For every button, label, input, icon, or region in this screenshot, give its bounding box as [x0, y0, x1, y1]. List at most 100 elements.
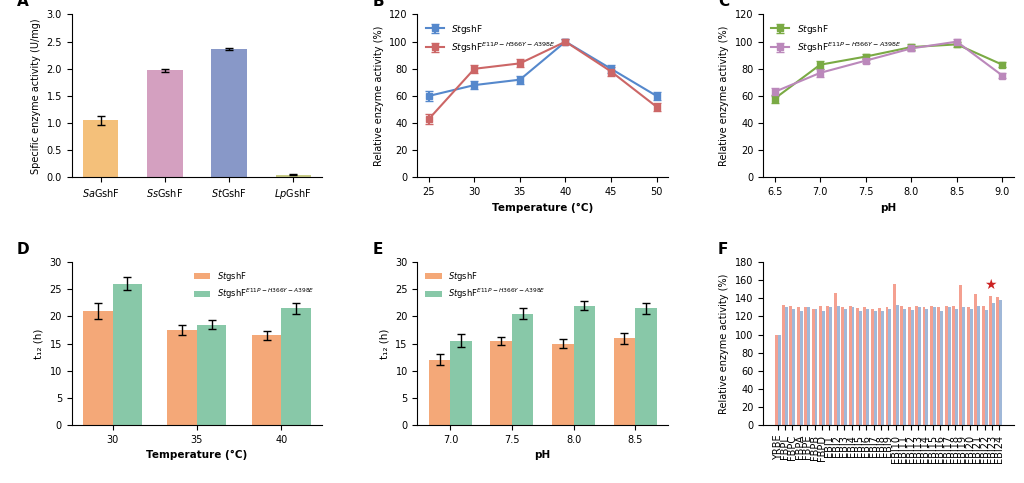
Bar: [955, 309, 958, 425]
Bar: [937, 307, 940, 425]
Text: F: F: [718, 242, 728, 257]
Bar: [977, 306, 980, 425]
Bar: [963, 307, 966, 425]
Bar: [777, 335, 780, 425]
Bar: [852, 307, 854, 425]
Bar: [429, 360, 451, 425]
Bar: [982, 307, 985, 425]
Bar: [613, 338, 635, 425]
Text: A: A: [16, 0, 29, 9]
Bar: [910, 310, 913, 425]
X-axis label: Temperature (°C): Temperature (°C): [493, 203, 593, 213]
Bar: [793, 309, 796, 425]
Bar: [923, 307, 926, 425]
Bar: [945, 307, 947, 425]
Bar: [147, 71, 182, 177]
Y-axis label: Relative enzyme activity (%): Relative enzyme activity (%): [374, 26, 384, 166]
Bar: [915, 307, 919, 425]
Y-axis label: t₁₂ (h): t₁₂ (h): [380, 328, 390, 359]
Bar: [896, 305, 899, 425]
Bar: [785, 307, 787, 425]
Text: C: C: [718, 0, 729, 9]
Bar: [797, 307, 800, 425]
Bar: [451, 341, 472, 425]
Bar: [275, 175, 311, 177]
Bar: [800, 311, 803, 425]
Bar: [907, 307, 910, 425]
Bar: [985, 310, 987, 425]
Bar: [856, 308, 859, 425]
Bar: [282, 308, 311, 425]
Bar: [252, 335, 282, 425]
Bar: [893, 284, 896, 425]
Bar: [947, 307, 950, 425]
Bar: [863, 307, 866, 425]
Bar: [635, 308, 656, 425]
Bar: [512, 314, 534, 425]
Legend: $\it{S}$$\it{t}$gshF, $\it{S}$$\it{t}$gshF$^{E11P-H366Y-A398E}$: $\it{S}$$\it{t}$gshF, $\it{S}$$\it{t}$gs…: [422, 266, 549, 304]
Bar: [804, 307, 807, 425]
Bar: [819, 307, 822, 425]
Bar: [989, 296, 992, 425]
Y-axis label: Relative enzyme activity (%): Relative enzyme activity (%): [720, 26, 729, 166]
Text: ★: ★: [984, 278, 996, 292]
Bar: [826, 307, 829, 425]
Bar: [573, 306, 595, 425]
Bar: [829, 307, 833, 425]
Y-axis label: Specific enzyme activity (U/mg): Specific enzyme activity (U/mg): [31, 18, 41, 174]
Bar: [774, 335, 777, 425]
Bar: [940, 311, 943, 425]
Bar: [952, 307, 955, 425]
Bar: [974, 294, 977, 425]
Text: B: B: [373, 0, 384, 9]
Y-axis label: t₁₂ (h): t₁₂ (h): [34, 328, 44, 359]
Bar: [889, 309, 892, 425]
Bar: [812, 309, 814, 425]
Bar: [83, 311, 113, 425]
Bar: [211, 49, 247, 177]
Bar: [168, 330, 197, 425]
Bar: [970, 309, 973, 425]
Bar: [900, 307, 903, 425]
Bar: [933, 307, 936, 425]
Bar: [841, 307, 844, 425]
Legend: $\it{S}$$\it{t}$gshF, $\it{S}$$\it{t}$gshF$^{E11P-H366Y-A398E}$: $\it{S}$$\it{t}$gshF, $\it{S}$$\it{t}$gs…: [768, 19, 905, 58]
X-axis label: pH: pH: [881, 203, 897, 213]
X-axis label: Temperature (°C): Temperature (°C): [146, 450, 248, 460]
Bar: [197, 325, 226, 425]
Bar: [822, 311, 825, 425]
Bar: [967, 307, 970, 425]
Bar: [926, 309, 929, 425]
Legend: $\it{S}$$\it{t}$gshF, $\it{S}$$\it{t}$gshF$^{E11P-H366Y-A398E}$: $\it{S}$$\it{t}$gshF, $\it{S}$$\it{t}$gs…: [190, 266, 318, 304]
Bar: [999, 300, 1002, 425]
Bar: [490, 341, 512, 425]
Bar: [859, 311, 862, 425]
Bar: [552, 343, 573, 425]
Text: D: D: [16, 242, 29, 257]
Bar: [919, 307, 921, 425]
Bar: [959, 285, 963, 425]
Bar: [807, 307, 810, 425]
Bar: [879, 308, 881, 425]
Bar: [866, 309, 869, 425]
Bar: [849, 307, 852, 425]
Bar: [844, 309, 847, 425]
Bar: [930, 307, 933, 425]
Bar: [903, 309, 906, 425]
Bar: [113, 284, 142, 425]
Bar: [837, 306, 840, 425]
Bar: [83, 120, 119, 177]
Bar: [870, 309, 873, 425]
Bar: [782, 305, 785, 425]
Bar: [790, 307, 793, 425]
Bar: [873, 311, 877, 425]
Bar: [992, 303, 995, 425]
Bar: [996, 298, 999, 425]
Legend: $\it{S}$$\it{t}$gshF, $\it{S}$$\it{t}$gshF$^{E11P-H366Y-A398E}$: $\it{S}$$\it{t}$gshF, $\it{S}$$\it{t}$gs…: [422, 19, 559, 58]
Y-axis label: Relative enzyme activity (%): Relative enzyme activity (%): [720, 273, 729, 414]
Bar: [881, 311, 884, 425]
X-axis label: pH: pH: [535, 450, 551, 460]
Text: E: E: [373, 242, 383, 257]
Bar: [814, 309, 817, 425]
Bar: [834, 293, 837, 425]
